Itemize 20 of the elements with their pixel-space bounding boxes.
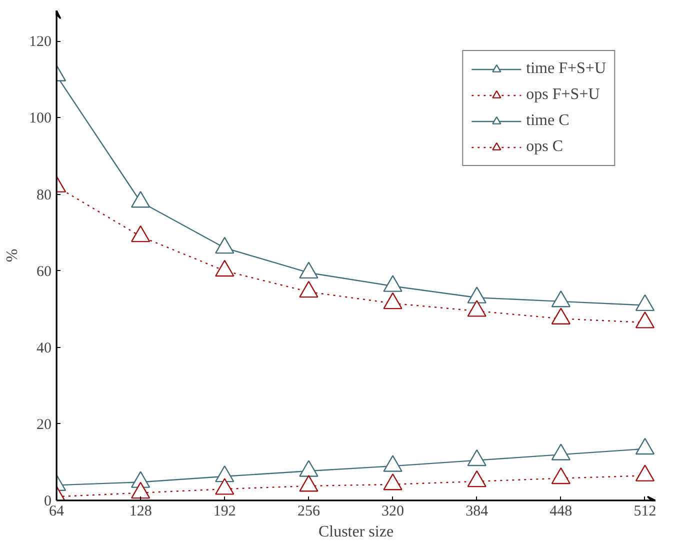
x-tick-label: 448 (550, 504, 572, 520)
y-tick-label: 80 (36, 187, 52, 204)
y-tick-label: 40 (36, 340, 52, 356)
x-tick-label: 128 (129, 504, 152, 520)
x-tick-label: 384 (466, 504, 489, 520)
x-tick-label: 64 (49, 504, 64, 520)
legend-label: time F+S+U (526, 60, 606, 78)
x-axis-title: Cluster size (318, 524, 394, 540)
x-tick-label: 512 (634, 504, 656, 520)
y-axis-title: % (4, 248, 21, 262)
y-tick-label: 120 (29, 34, 52, 50)
x-tick-label: 256 (297, 504, 320, 520)
legend-label: ops F+S+U (526, 86, 600, 104)
x-tick-label: 192 (213, 504, 236, 520)
y-tick-label: 60 (36, 264, 52, 280)
y-tick-label: 100 (29, 110, 52, 127)
legend-label: ops C (526, 138, 564, 156)
x-tick-label: 320 (382, 504, 404, 520)
legend-label: time C (526, 112, 570, 130)
y-tick-label: 20 (36, 416, 52, 433)
